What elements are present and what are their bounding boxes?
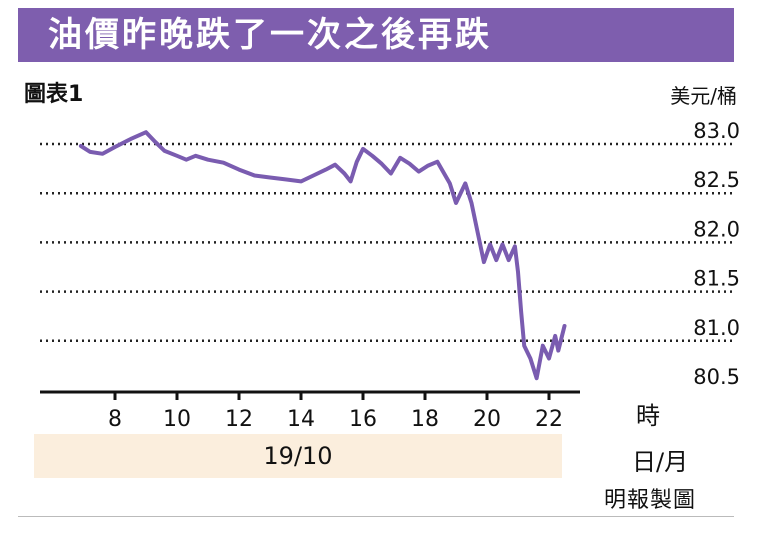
y-tick-label: 82.0 xyxy=(693,217,740,241)
y-tick-label: 81.0 xyxy=(693,316,740,340)
x-axis-label: 時 xyxy=(636,402,660,430)
chart-label: 圖表1 xyxy=(24,82,84,107)
x-tick-label: 22 xyxy=(535,407,563,432)
x-tick-label: 20 xyxy=(473,407,501,432)
x-tick-label: 12 xyxy=(225,407,253,432)
y-tick-label: 82.5 xyxy=(693,168,740,192)
x-tick-label: 18 xyxy=(411,407,439,432)
bottom-divider xyxy=(18,516,734,517)
x-tick-label: 8 xyxy=(108,407,122,432)
y-tick-label: 80.5 xyxy=(693,365,740,389)
y-axis-label: 美元/桶 xyxy=(670,84,737,108)
chart-title: 油價昨晚跌了一次之後再跌 xyxy=(48,15,492,55)
x-tick-label: 16 xyxy=(349,407,377,432)
date-band: 19/10 xyxy=(34,434,562,478)
date-band-label: 19/10 xyxy=(263,442,333,470)
x-axis-secondary-label: 日/月 xyxy=(632,448,689,476)
price-series-line xyxy=(78,130,567,381)
y-tick-label: 83.0 xyxy=(693,119,740,143)
x-tick-label: 14 xyxy=(287,407,315,432)
x-tick-label: 10 xyxy=(163,407,191,432)
title-banner: 油價昨晚跌了一次之後再跌 xyxy=(18,8,734,62)
y-tick-label: 81.5 xyxy=(693,267,740,291)
credit-label: 明報製圖 xyxy=(604,488,697,513)
